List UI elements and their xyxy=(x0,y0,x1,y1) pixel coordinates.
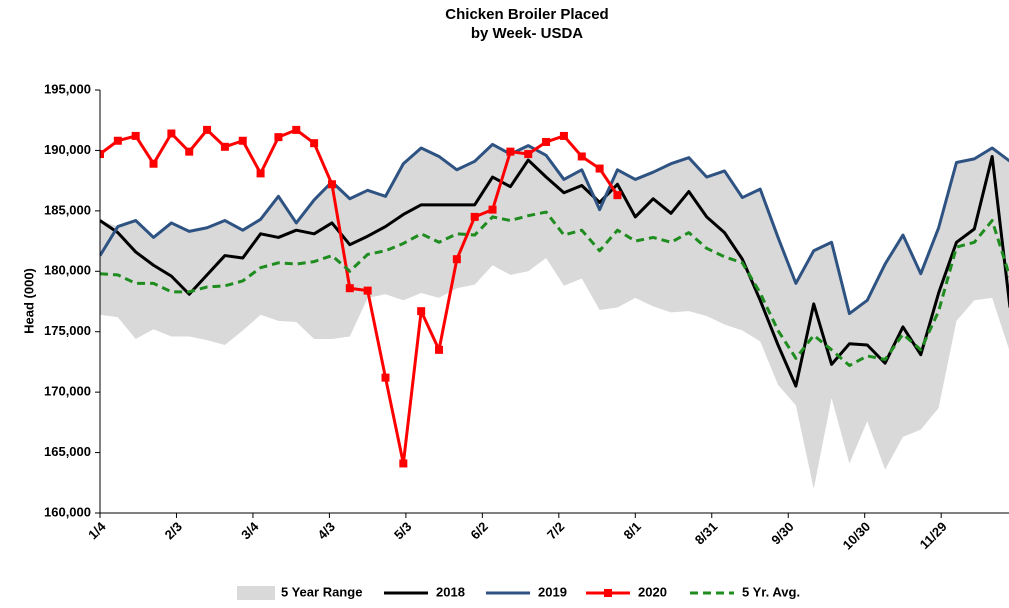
plot-area xyxy=(100,125,1009,489)
x-tick-label: 6/2 xyxy=(468,519,491,542)
x-tick-label: 3/4 xyxy=(238,518,262,542)
point-marker xyxy=(345,284,354,293)
point-marker xyxy=(559,131,568,140)
y-tick-label: 180,000 xyxy=(44,263,91,278)
point-marker xyxy=(452,255,461,264)
point-marker xyxy=(435,345,444,354)
point-marker xyxy=(220,142,229,151)
x-tick-label: 5/3 xyxy=(391,519,414,542)
y-tick-label: 195,000 xyxy=(44,81,91,96)
point-marker xyxy=(524,150,533,159)
point-marker xyxy=(381,373,390,382)
point-marker xyxy=(167,129,176,138)
x-tick-label: 4/3 xyxy=(315,519,338,542)
x-tick-label: 2/3 xyxy=(162,519,185,542)
legend-label: 2020 xyxy=(638,584,667,599)
range-area xyxy=(100,144,1009,489)
point-marker xyxy=(595,164,604,173)
y-tick-label: 175,000 xyxy=(44,323,91,338)
y-tick-label: 165,000 xyxy=(44,444,91,459)
y-tick-label: 185,000 xyxy=(44,202,91,217)
point-marker xyxy=(613,191,622,200)
legend-label: 5 Year Range xyxy=(281,584,362,599)
x-tick-label: 7/2 xyxy=(544,519,567,542)
chart-title: Chicken Broiler Placed xyxy=(445,6,608,23)
series-line xyxy=(100,210,1009,368)
point-marker xyxy=(542,137,551,146)
point-marker xyxy=(577,152,586,161)
legend-marker xyxy=(604,589,612,597)
series-line xyxy=(100,154,1009,388)
x-tick-label: 10/30 xyxy=(840,519,874,553)
legend-label: 5 Yr. Avg. xyxy=(742,584,800,599)
point-marker xyxy=(131,131,140,140)
legend-label: 2019 xyxy=(538,584,567,599)
point-marker xyxy=(238,136,247,145)
point-marker xyxy=(203,125,212,134)
point-marker xyxy=(310,139,319,148)
point-marker xyxy=(149,159,158,168)
chart-title: by Week- USDA xyxy=(471,25,583,42)
point-marker xyxy=(327,180,336,189)
point-marker xyxy=(113,136,122,145)
x-tick-label: 9/30 xyxy=(768,519,797,548)
legend: 5 Year Range 2018 2019 2020 5 Yr. Avg. xyxy=(237,584,800,600)
legend-swatch xyxy=(237,586,275,600)
point-marker xyxy=(417,307,426,316)
point-marker xyxy=(470,212,479,221)
point-marker xyxy=(292,125,301,134)
y-tick-label: 160,000 xyxy=(44,504,91,519)
point-marker xyxy=(506,147,515,156)
legend-label: 2018 xyxy=(436,584,465,599)
y-tick-label: 170,000 xyxy=(44,384,91,399)
point-marker xyxy=(399,459,408,468)
point-marker xyxy=(100,150,104,159)
y-axis-label: Head (000) xyxy=(21,268,36,334)
x-tick-label: 8/1 xyxy=(620,519,643,542)
x-tick-label: 8/31 xyxy=(692,519,721,548)
point-marker xyxy=(185,147,194,156)
x-tick-label: 11/29 xyxy=(917,519,950,552)
point-marker xyxy=(363,286,372,295)
y-tick-label: 190,000 xyxy=(44,142,91,157)
series-line xyxy=(100,142,1009,316)
point-marker xyxy=(274,133,283,142)
point-marker xyxy=(256,169,265,178)
x-tick-label: 1/4 xyxy=(85,518,109,542)
point-marker xyxy=(488,205,497,214)
